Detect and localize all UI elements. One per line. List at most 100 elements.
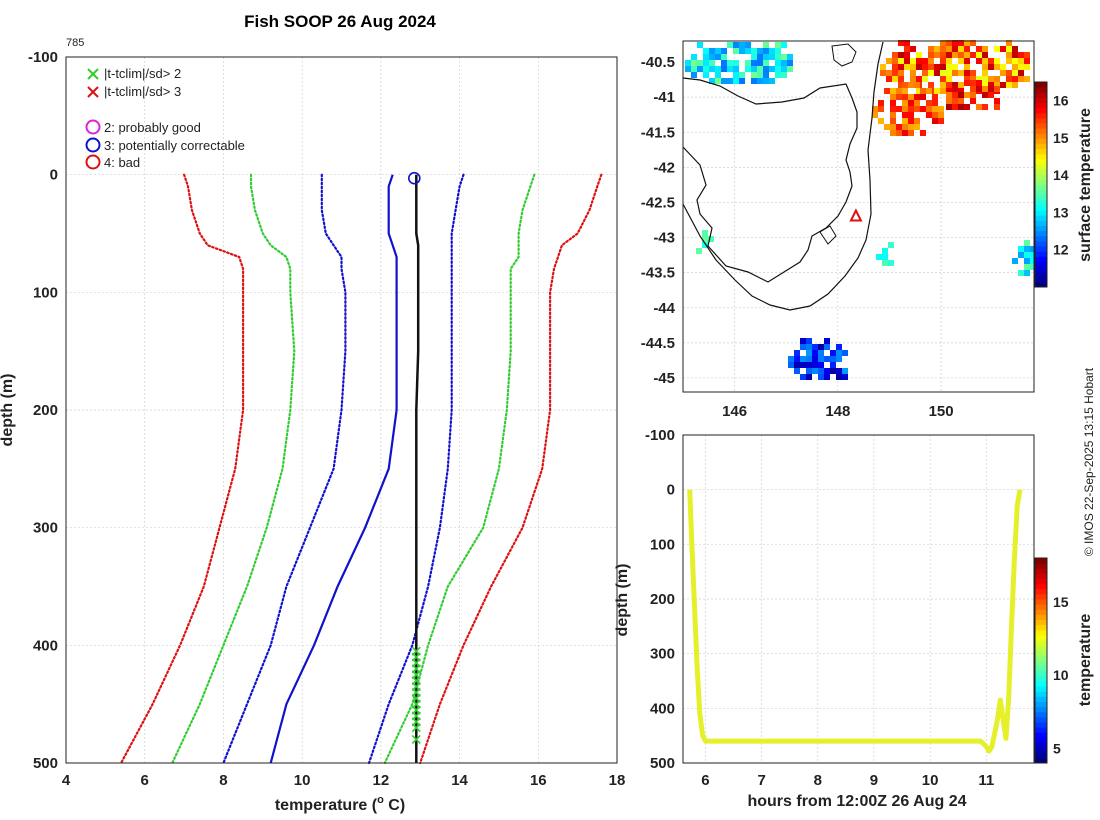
tasmania-coast: [682, 77, 858, 283]
sst-pixel: [934, 88, 940, 94]
sst-pixel: [1012, 52, 1018, 58]
profile-series-clim-mean: [269, 174, 398, 764]
map-ytick-label: -44: [653, 300, 675, 317]
sst-pixel: [763, 66, 769, 72]
time-sample-point: [848, 738, 853, 744]
sst-pixel: [928, 70, 934, 76]
sst-pixel: [922, 58, 928, 64]
time-sample-point: [723, 738, 728, 744]
sst-pixel: [884, 88, 890, 94]
sst-pixel: [922, 70, 928, 76]
sst-pixel: [904, 40, 910, 46]
profile-xtick-label: 12: [373, 772, 390, 789]
sst-pixel: [946, 92, 952, 98]
map-colorbar-label: surface temperature: [1077, 108, 1094, 262]
flag-cross-marker: [411, 734, 421, 745]
time-sample-point: [972, 738, 978, 744]
sst-pixel: [916, 64, 922, 70]
sst-pixel: [902, 106, 908, 112]
time-sample-point: [868, 738, 873, 744]
sst-pixel: [775, 72, 781, 78]
time-sample-point: [790, 738, 796, 744]
sst-pixel: [745, 60, 751, 66]
sst-pixel: [1024, 52, 1030, 58]
sst-pixel: [696, 248, 702, 254]
sst-pixel: [884, 124, 890, 130]
sst-pixel: [916, 58, 922, 64]
sst-pixel: [745, 66, 751, 72]
sst-pixel: [788, 356, 794, 362]
sst-pixel: [970, 52, 976, 58]
sst-pixel: [1006, 70, 1012, 76]
sst-pixel: [806, 362, 812, 368]
sst-pixel: [926, 88, 932, 94]
sst-pixel: [994, 86, 1000, 92]
sst-pixel: [1024, 264, 1030, 270]
sst-pixel: [824, 338, 830, 344]
time-sample-point: [851, 738, 856, 744]
time-xtick-label: 10: [922, 772, 939, 789]
sst-pixel: [800, 338, 806, 344]
sst-pixel: [882, 254, 888, 260]
profile-series: [120, 173, 603, 765]
sst-pixel: [751, 54, 757, 60]
time-colorbar-segment: [1035, 742, 1047, 749]
sst-pixel: [970, 80, 976, 86]
sst-pixel: [940, 52, 946, 58]
sst-pixel: [757, 48, 763, 54]
sst-pixel: [886, 58, 892, 64]
time-colorbar-segment: [1035, 609, 1047, 615]
sst-pixel: [892, 76, 898, 82]
time-ytick-label: 300: [650, 646, 675, 663]
chart-title: Fish SOOP 26 Aug 2024: [244, 12, 436, 31]
sst-pixel: [938, 112, 944, 118]
sst-pixel: [1000, 70, 1006, 76]
time-ytick-label: 0: [667, 482, 675, 499]
sst-pixel: [1018, 70, 1024, 76]
sst-pixel: [709, 66, 715, 72]
sst-pixel: [880, 64, 886, 70]
profile-xtick-label: 18: [609, 772, 626, 789]
sst-pixel: [916, 52, 922, 58]
sst-pixel: [697, 66, 703, 72]
sst-pixel: [836, 356, 842, 362]
sst-pixel: [946, 46, 952, 52]
sst-pixel: [1012, 258, 1018, 264]
map-colorbar-segment: [1035, 240, 1047, 247]
time-sample-point: [747, 738, 752, 744]
time-sample-point: [915, 738, 920, 744]
sst-pixel: [721, 66, 727, 72]
map-colorbar-tick-label: 14: [1053, 167, 1069, 183]
sst-pixel: [763, 72, 769, 78]
profile-plot-frame: [65, 56, 618, 764]
sst-pixel: [751, 60, 757, 66]
sst-pixel: [890, 124, 896, 130]
time-colorbar-segment: [1035, 696, 1047, 702]
sst-pixel: [908, 130, 914, 136]
sst-pixel: [902, 100, 908, 106]
sst-pixel: [934, 64, 940, 70]
sst-pixel: [926, 100, 932, 106]
map-colorbar-segment: [1035, 210, 1047, 216]
map-colorbar-segment: [1035, 169, 1047, 175]
time-ticks: 6 7 8 9 10 11 -100 0 100 200 300 400 500: [645, 427, 994, 789]
map-xtick-label: 150: [929, 403, 954, 420]
sst-pixel: [1024, 76, 1030, 82]
time-sample-point: [831, 738, 836, 744]
time-colorbar-segment: [1035, 752, 1047, 759]
sst-pixel: [781, 66, 787, 72]
sst-pixel: [928, 58, 934, 64]
sst-pixel: [886, 76, 892, 82]
sst-pixel: [685, 60, 691, 66]
sst-pixel: [824, 374, 830, 380]
time-sample-point: [885, 738, 890, 744]
sst-pixel: [1018, 76, 1024, 82]
sst-pixel: [982, 92, 988, 98]
sst-pixel: [946, 64, 952, 70]
map-ticks: 146 148 150 -40.5 -41 -41.5 -42 -42.5 -43 -43.5 -4…: [641, 54, 954, 420]
time-colorbar-tick-label: 5: [1053, 740, 1061, 756]
sst-pixel: [1006, 52, 1012, 58]
profile-ytick-label: 100: [33, 284, 58, 301]
map-colorbar-segment: [1035, 158, 1047, 165]
sst-pixel: [982, 82, 988, 88]
